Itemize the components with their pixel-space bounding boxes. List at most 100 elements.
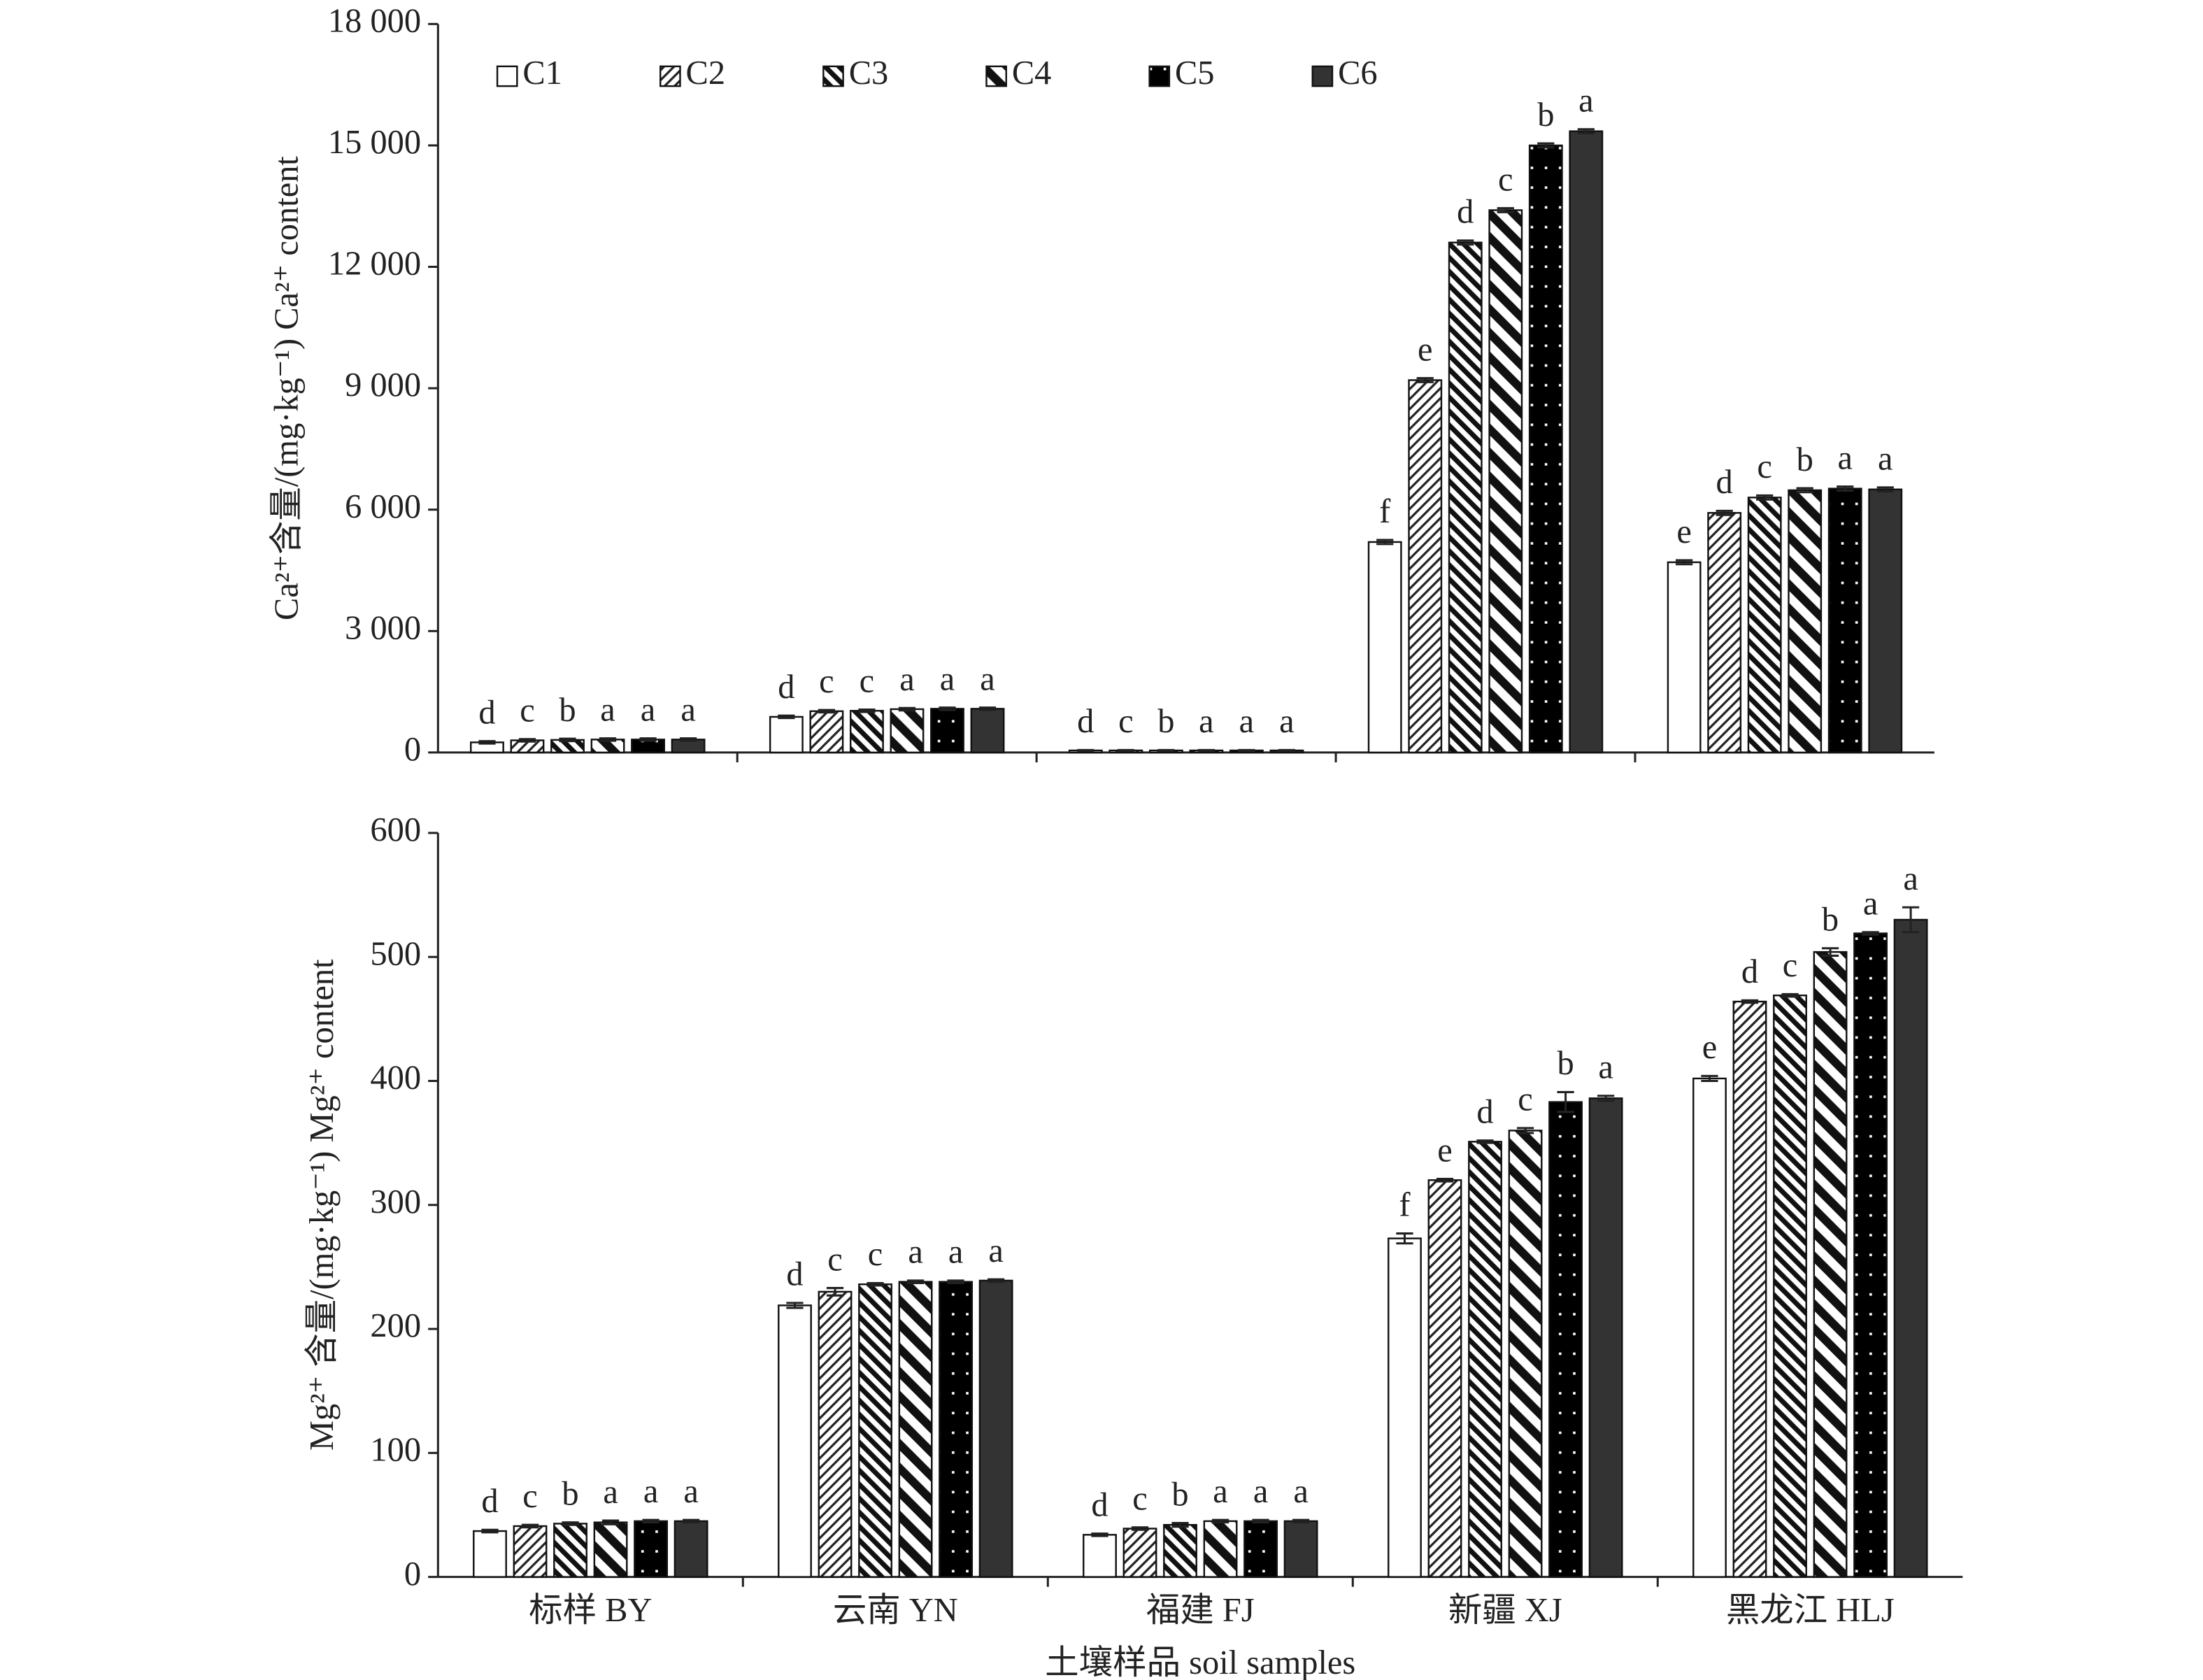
y-tick-label: 6 000 [345,488,421,525]
error-bar [1436,1178,1454,1183]
error-bar [1876,486,1894,493]
error-bar [1457,239,1474,246]
significance-letter: a [1213,1473,1228,1510]
significance-letter: a [1903,860,1918,897]
error-bar [1756,494,1774,501]
error-bar [1131,1526,1149,1531]
error-bar [858,709,876,713]
bar [1468,1141,1502,1578]
significance-letter: c [819,663,834,700]
significance-letter: d [1091,1486,1108,1523]
significance-letter: a [1878,441,1892,478]
error-bar [867,1281,884,1287]
legend-label: C4 [1012,55,1052,92]
significance-letter: e [1418,331,1433,368]
bar [1427,1179,1462,1578]
error-bar [1396,1232,1413,1245]
bar [809,710,844,754]
x-tick-label: 黑龙江 HLJ [1726,1592,1895,1629]
significance-letter: d [1476,1093,1493,1130]
y-tick-label: 3 000 [345,609,421,646]
error-bar [562,1521,579,1526]
significance-letter: f [1399,1186,1411,1223]
legend-label: C2 [686,55,726,92]
bar [1853,932,1888,1578]
error-bar [778,714,795,720]
y-tick-label: 500 [370,935,421,972]
bar [1408,379,1443,754]
error-bar [1741,999,1759,1004]
legend-swatch [985,65,1007,87]
significance-letter: e [1437,1132,1452,1169]
significance-letter: c [868,1236,883,1273]
bar [553,1523,587,1578]
error-bar [1171,1522,1189,1528]
bar [593,1521,628,1578]
error-bar [1902,906,1920,934]
significance-letter: d [481,1483,498,1520]
legend-swatch [1311,65,1334,87]
bar [1243,1520,1278,1578]
error-bar [521,1523,539,1529]
error-bar [1516,1127,1534,1134]
bar [1893,918,1928,1578]
significance-letter: d [1716,464,1733,501]
significance-letter: a [1837,439,1852,476]
significance-letter: b [559,692,576,729]
error-bar [1676,559,1693,566]
significance-letter: b [562,1475,578,1512]
x-axis-title: 土壤样品 soil samples [1045,1644,1355,1680]
y-tick-label: 9 000 [345,366,421,404]
y-axis-title: Mg²⁺ 含量/(mg·kg⁻¹) Mg²⁺ content [304,959,341,1451]
significance-letter: c [860,662,875,699]
error-bar [1862,931,1879,936]
significance-letter: b [1171,1476,1188,1513]
error-bar [1376,539,1394,546]
significance-letter: a [683,1473,699,1510]
bar [939,1281,974,1578]
error-bar [1577,128,1595,135]
significance-letter: b [1797,441,1813,478]
significance-letter: a [641,691,656,728]
error-bar [642,1518,660,1524]
bar [1388,1237,1422,1578]
legend-swatch [1148,65,1171,87]
legend-swatch [496,65,518,87]
error-bar [1796,487,1813,494]
error-bar [1821,947,1839,957]
bar [673,1520,708,1578]
y-tick-label: 100 [370,1431,421,1468]
error-bar [939,706,956,711]
error-bar [1557,1090,1574,1113]
legend-swatch [660,65,681,87]
significance-letter: c [522,1478,538,1515]
error-bar [978,706,997,711]
bar [778,1304,812,1578]
bar [850,710,884,754]
significance-letter: c [1757,448,1772,485]
significance-letter: d [786,1256,803,1293]
error-bar [559,737,576,743]
bar [473,1530,507,1578]
bar [1083,1534,1117,1578]
error-bar [898,706,916,712]
bar [1588,1097,1623,1578]
bar [1747,497,1782,754]
significance-letter: d [478,694,495,731]
error-bar [786,1302,804,1309]
bar [1732,1000,1767,1578]
bar [1813,951,1848,1578]
significance-letter: a [1863,885,1878,923]
x-tick-label: 云南 YN [833,1592,958,1629]
significance-letter: a [600,691,615,728]
bar [1448,241,1483,754]
significance-letter: c [1783,947,1798,984]
legend-swatch [822,65,844,87]
significance-letter: e [1702,1029,1718,1066]
bar [1548,1101,1583,1578]
significance-letter: d [1457,194,1474,231]
bar [769,716,804,754]
error-bar [1476,1139,1494,1144]
y-tick-label: 15 000 [328,124,421,161]
